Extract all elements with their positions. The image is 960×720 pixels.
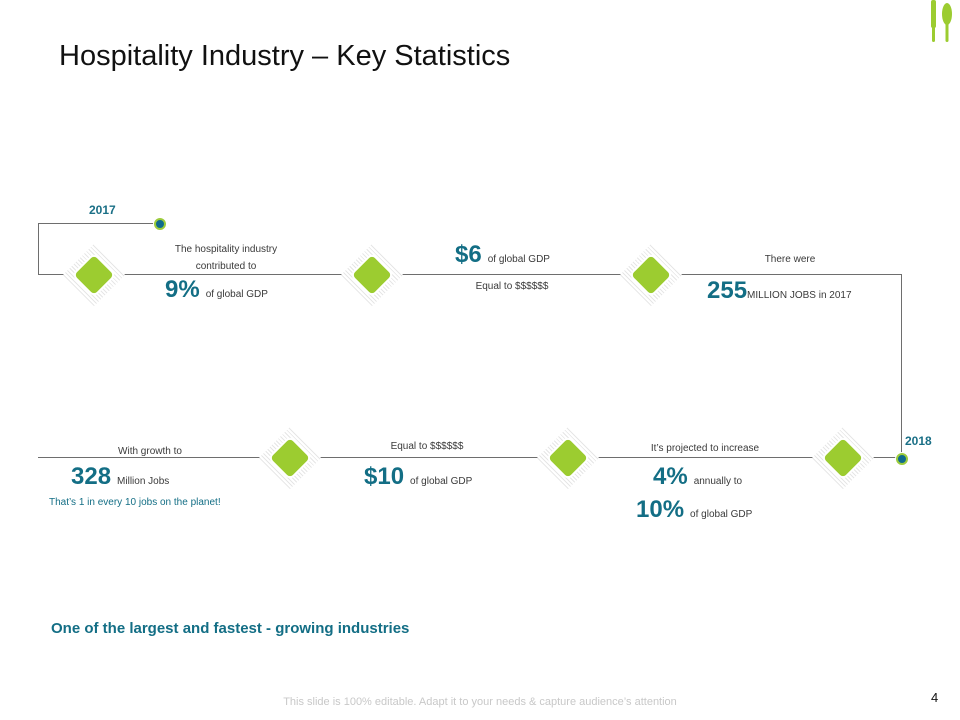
connector-bottom-row — [38, 457, 902, 458]
footer-note: This slide is 100% editable. Adapt it to… — [283, 696, 677, 708]
stat-gdp-caption-line1: The hospitality industry — [174, 244, 278, 255]
timeline-node-top-1 — [62, 243, 126, 307]
stat-jobs-2018-value: 328 — [71, 463, 112, 490]
stat-gdp-share: 9% of global GDP — [165, 276, 268, 304]
stat-dollar-10: $10 of global GDP — [364, 463, 472, 491]
stat-growth-rate-value: 4% — [653, 463, 688, 490]
stat-jobs-2018-note: That’s 1 in every 10 jobs on the planet! — [49, 497, 221, 508]
stat-growth-rate-unit: annually to — [693, 476, 743, 487]
stat-gdp-share-unit: of global GDP — [205, 289, 268, 300]
stat-jobs-2018: 328 Million Jobs — [71, 463, 169, 491]
stat-dollar-6-unit: of global GDP — [487, 254, 550, 265]
connector-top-row — [38, 274, 902, 275]
stat-growth-rate: 4% annually to — [653, 463, 742, 491]
timeline-node-top-2 — [340, 243, 404, 307]
timeline-node-top-3 — [619, 243, 683, 307]
year-end-dot — [896, 453, 908, 465]
stat-jobs-2018-caption: With growth to — [118, 446, 182, 457]
connector-left-drop — [38, 223, 39, 274]
stat-dollar-10-caption: Equal to $$$$$$ — [390, 441, 464, 452]
page-title: Hospitality Industry – Key Statistics — [59, 40, 511, 72]
page-number: 4 — [931, 690, 939, 705]
stat-growth-target: 10% of global GDP — [636, 496, 752, 524]
stat-dollar-6-sub: Equal to $$$$$$ — [475, 281, 549, 292]
stat-jobs-2017-unit: MILLION JOBS in 2017 — [747, 290, 852, 301]
stat-growth-target-unit: of global GDP — [690, 509, 753, 520]
stat-growth-caption: It’s projected to increase — [650, 443, 760, 454]
stat-dollar-10-value: $10 — [364, 463, 405, 490]
connector-right-drop — [901, 274, 902, 458]
timeline-node-bottom-1 — [258, 426, 322, 490]
stat-gdp-share-value: 9% — [165, 276, 200, 303]
connector-start-stub — [38, 223, 160, 224]
stat-dollar-6-value: $6 — [455, 241, 482, 268]
cutlery-logo-icon — [931, 0, 952, 42]
stat-jobs-2018-unit: Million Jobs — [117, 476, 170, 487]
stat-growth-target-value: 10% — [636, 496, 685, 523]
stat-dollar-6: $6 of global GDP — [455, 241, 550, 269]
stat-dollar-10-unit: of global GDP — [410, 476, 473, 487]
stat-jobs-2017-caption: There were — [764, 254, 816, 265]
stat-jobs-2017-value: 255 — [707, 277, 748, 304]
stat-jobs-2017: 255MILLION JOBS in 2017 — [707, 277, 852, 305]
tagline: One of the largest and fastest - growing… — [51, 620, 410, 637]
year-start-label: 2017 — [89, 203, 116, 217]
timeline-node-bottom-3 — [811, 426, 875, 490]
stat-gdp-caption-line2: contributed to — [195, 261, 257, 272]
year-start-dot — [154, 218, 166, 230]
timeline-node-bottom-2 — [536, 426, 600, 490]
year-end-label: 2018 — [905, 434, 932, 448]
